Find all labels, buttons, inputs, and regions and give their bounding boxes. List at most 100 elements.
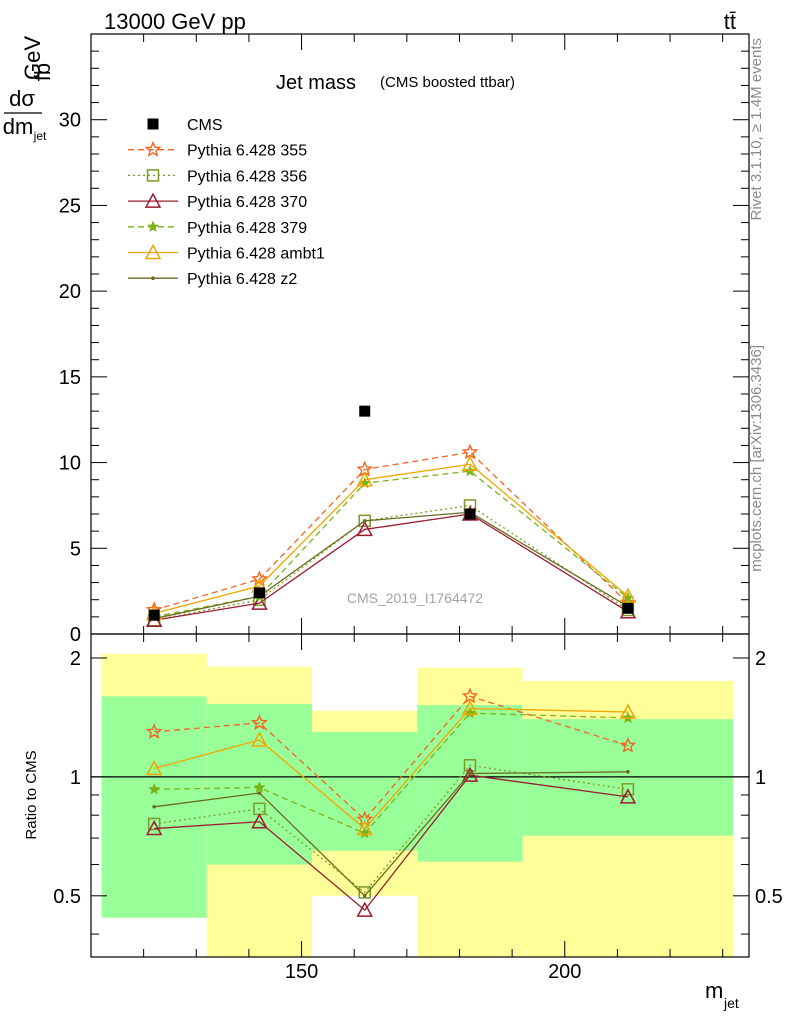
legend-item-cms: CMS bbox=[147, 117, 223, 134]
uncertainty-bands bbox=[101, 653, 734, 957]
series-ratio-3 bbox=[145, 766, 637, 917]
series-5-point-ratio-3 bbox=[356, 819, 373, 836]
chart-title-group: Jet mass (CMS boosted ttbar) bbox=[276, 72, 515, 94]
ratio-y-tick-label-left-0.5: 0.5 bbox=[53, 886, 81, 908]
series-1-point-ratio-2 bbox=[251, 714, 268, 730]
ratio-y-tick-label-right-0.5: 0.5 bbox=[755, 886, 783, 908]
x-label-sub: jet bbox=[723, 995, 739, 1011]
ratio-panel: 0.5 0.5 1 1 2 2 bbox=[53, 633, 783, 958]
series-ratio-5 bbox=[145, 699, 637, 836]
series-5-point-ratio-4 bbox=[461, 699, 479, 716]
x-axis-label: m jet bbox=[705, 978, 739, 1011]
rivet-version-label: Rivet 3.1.10, ≥ 1.4M events bbox=[748, 38, 765, 221]
x-tick-label-200: 200 bbox=[548, 961, 581, 983]
legend-marker-3 bbox=[144, 192, 162, 208]
y-label-dm-sub: jet bbox=[33, 129, 47, 143]
ratio-y-axis-label: Ratio to CMS bbox=[23, 750, 40, 839]
legend-marker-2 bbox=[146, 169, 160, 182]
series-6-point-ratio-3 bbox=[362, 894, 367, 898]
chart-subtitle: (CMS boosted ttbar) bbox=[380, 74, 515, 91]
main-y-tick-label-20: 20 bbox=[59, 281, 81, 303]
ratio-y-tick-label-left-1: 1 bbox=[70, 767, 81, 789]
series-line-ratio-5 bbox=[153, 707, 628, 830]
series-1-point-main-2 bbox=[251, 570, 268, 587]
legend-item-5: Pythia 6.428 ambt1 bbox=[128, 243, 325, 263]
series-2-point-ratio-4 bbox=[463, 759, 477, 772]
series-3-point-ratio-1 bbox=[145, 819, 163, 836]
x-label-main: m bbox=[705, 978, 723, 1003]
main-y-axis-label: dσ dm jet fb GeV bbox=[3, 36, 55, 143]
series-2-point-ratio-3 bbox=[358, 886, 371, 899]
series-line-main-3 bbox=[154, 513, 629, 621]
series-3-point-main-2 bbox=[251, 594, 268, 610]
legend-item-2: Pythia 6.428 356 bbox=[128, 168, 307, 185]
series-3-point-ratio-2 bbox=[251, 813, 268, 829]
analysis-watermark: CMS_2019_I1764472 bbox=[347, 590, 483, 606]
legend: CMS Pythia 6.428 355 Pythia 6.428 356 Pythi… bbox=[128, 117, 325, 288]
legend-marker-5 bbox=[144, 243, 162, 260]
main-y-tick-label-0: 0 bbox=[70, 624, 81, 646]
series-line-ratio-3 bbox=[154, 774, 629, 912]
legend-label-6: Pythia 6.428 z2 bbox=[187, 271, 297, 288]
legend-label-4: Pythia 6.428 379 bbox=[187, 220, 307, 237]
y-label-gev: GeV bbox=[20, 36, 45, 80]
series-line-main-5 bbox=[154, 463, 629, 615]
legend-label-1: Pythia 6.428 355 bbox=[187, 143, 307, 160]
header-right-label: tt̄ bbox=[724, 9, 736, 34]
series-6-point-ratio-1 bbox=[152, 805, 156, 809]
series-line-ratio-2 bbox=[154, 764, 629, 894]
cms-point-3 bbox=[359, 405, 371, 417]
legend-label-cms: CMS bbox=[187, 117, 223, 134]
legend-marker-4 bbox=[146, 220, 160, 232]
main-panel: 0 5 10 15 20 25 30 bbox=[59, 33, 750, 646]
main-y-tick-label-30: 30 bbox=[59, 110, 81, 132]
legend-item-1: Pythia 6.428 355 bbox=[128, 140, 307, 160]
series-5-point-main-4 bbox=[461, 455, 479, 472]
series-line-ratio-1 bbox=[154, 695, 629, 821]
main-y-axis-ticks: 0 5 10 15 20 25 30 bbox=[59, 33, 749, 646]
ratio-y-axis-ticks: 0.5 0.5 1 1 2 2 bbox=[53, 648, 783, 935]
legend-marker-1 bbox=[144, 140, 162, 157]
series-1-point-ratio-1 bbox=[145, 723, 163, 739]
green-band-bin-4 bbox=[417, 705, 523, 862]
series-6-point-ratio-4 bbox=[468, 771, 472, 776]
series-main-1 bbox=[145, 443, 637, 618]
legend-label-3: Pythia 6.428 370 bbox=[187, 194, 307, 211]
series-3-point-main-3 bbox=[356, 520, 373, 537]
main-y-tick-label-15: 15 bbox=[59, 367, 81, 389]
legend-label-5: Pythia 6.428 ambt1 bbox=[187, 246, 325, 263]
series-5-point-ratio-1 bbox=[145, 759, 163, 776]
ratio-y-tick-label-right-2: 2 bbox=[755, 648, 766, 670]
mcplots-label: mcplots.cern.ch [arXiv:1306.3436] bbox=[748, 345, 765, 572]
main-y-tick-label-25: 25 bbox=[59, 195, 81, 217]
main-y-tick-label-5: 5 bbox=[70, 538, 81, 560]
legend-marker-cms bbox=[147, 118, 159, 130]
series-ratio-6 bbox=[152, 770, 630, 898]
cms-point-1 bbox=[148, 609, 160, 621]
ratio-frame bbox=[90, 633, 750, 958]
series-6-point-ratio-2 bbox=[257, 791, 262, 795]
ratio-y-tick-label-left-2: 2 bbox=[70, 648, 81, 670]
series-5-point-main-5 bbox=[619, 587, 637, 604]
main-y-tick-label-10: 10 bbox=[59, 453, 81, 475]
legend-label-2: Pythia 6.428 356 bbox=[187, 168, 307, 185]
y-label-fb: fb bbox=[30, 63, 55, 81]
cms-data-points bbox=[148, 405, 634, 621]
legend-item-3: Pythia 6.428 370 bbox=[128, 192, 307, 211]
y-label-dm: dm bbox=[3, 114, 34, 139]
series-5-point-ratio-2 bbox=[251, 731, 268, 747]
series-ratio-1 bbox=[145, 687, 637, 827]
series-1-point-main-4 bbox=[461, 443, 479, 460]
series-4-point-ratio-2 bbox=[253, 781, 266, 793]
series-6-point-ratio-5 bbox=[626, 770, 630, 774]
series-4-point-ratio-1 bbox=[148, 783, 161, 795]
cms-point-5 bbox=[622, 602, 634, 614]
series-1-point-ratio-4 bbox=[461, 687, 479, 704]
x-tick-label-150: 150 bbox=[285, 961, 318, 983]
series-ratio-2 bbox=[147, 759, 635, 899]
header-left-label: 13000 GeV pp bbox=[104, 9, 246, 34]
series-3-point-ratio-5 bbox=[619, 788, 637, 804]
series-3-point-ratio-4 bbox=[461, 766, 479, 782]
y-label-dsigma: dσ bbox=[9, 86, 35, 111]
